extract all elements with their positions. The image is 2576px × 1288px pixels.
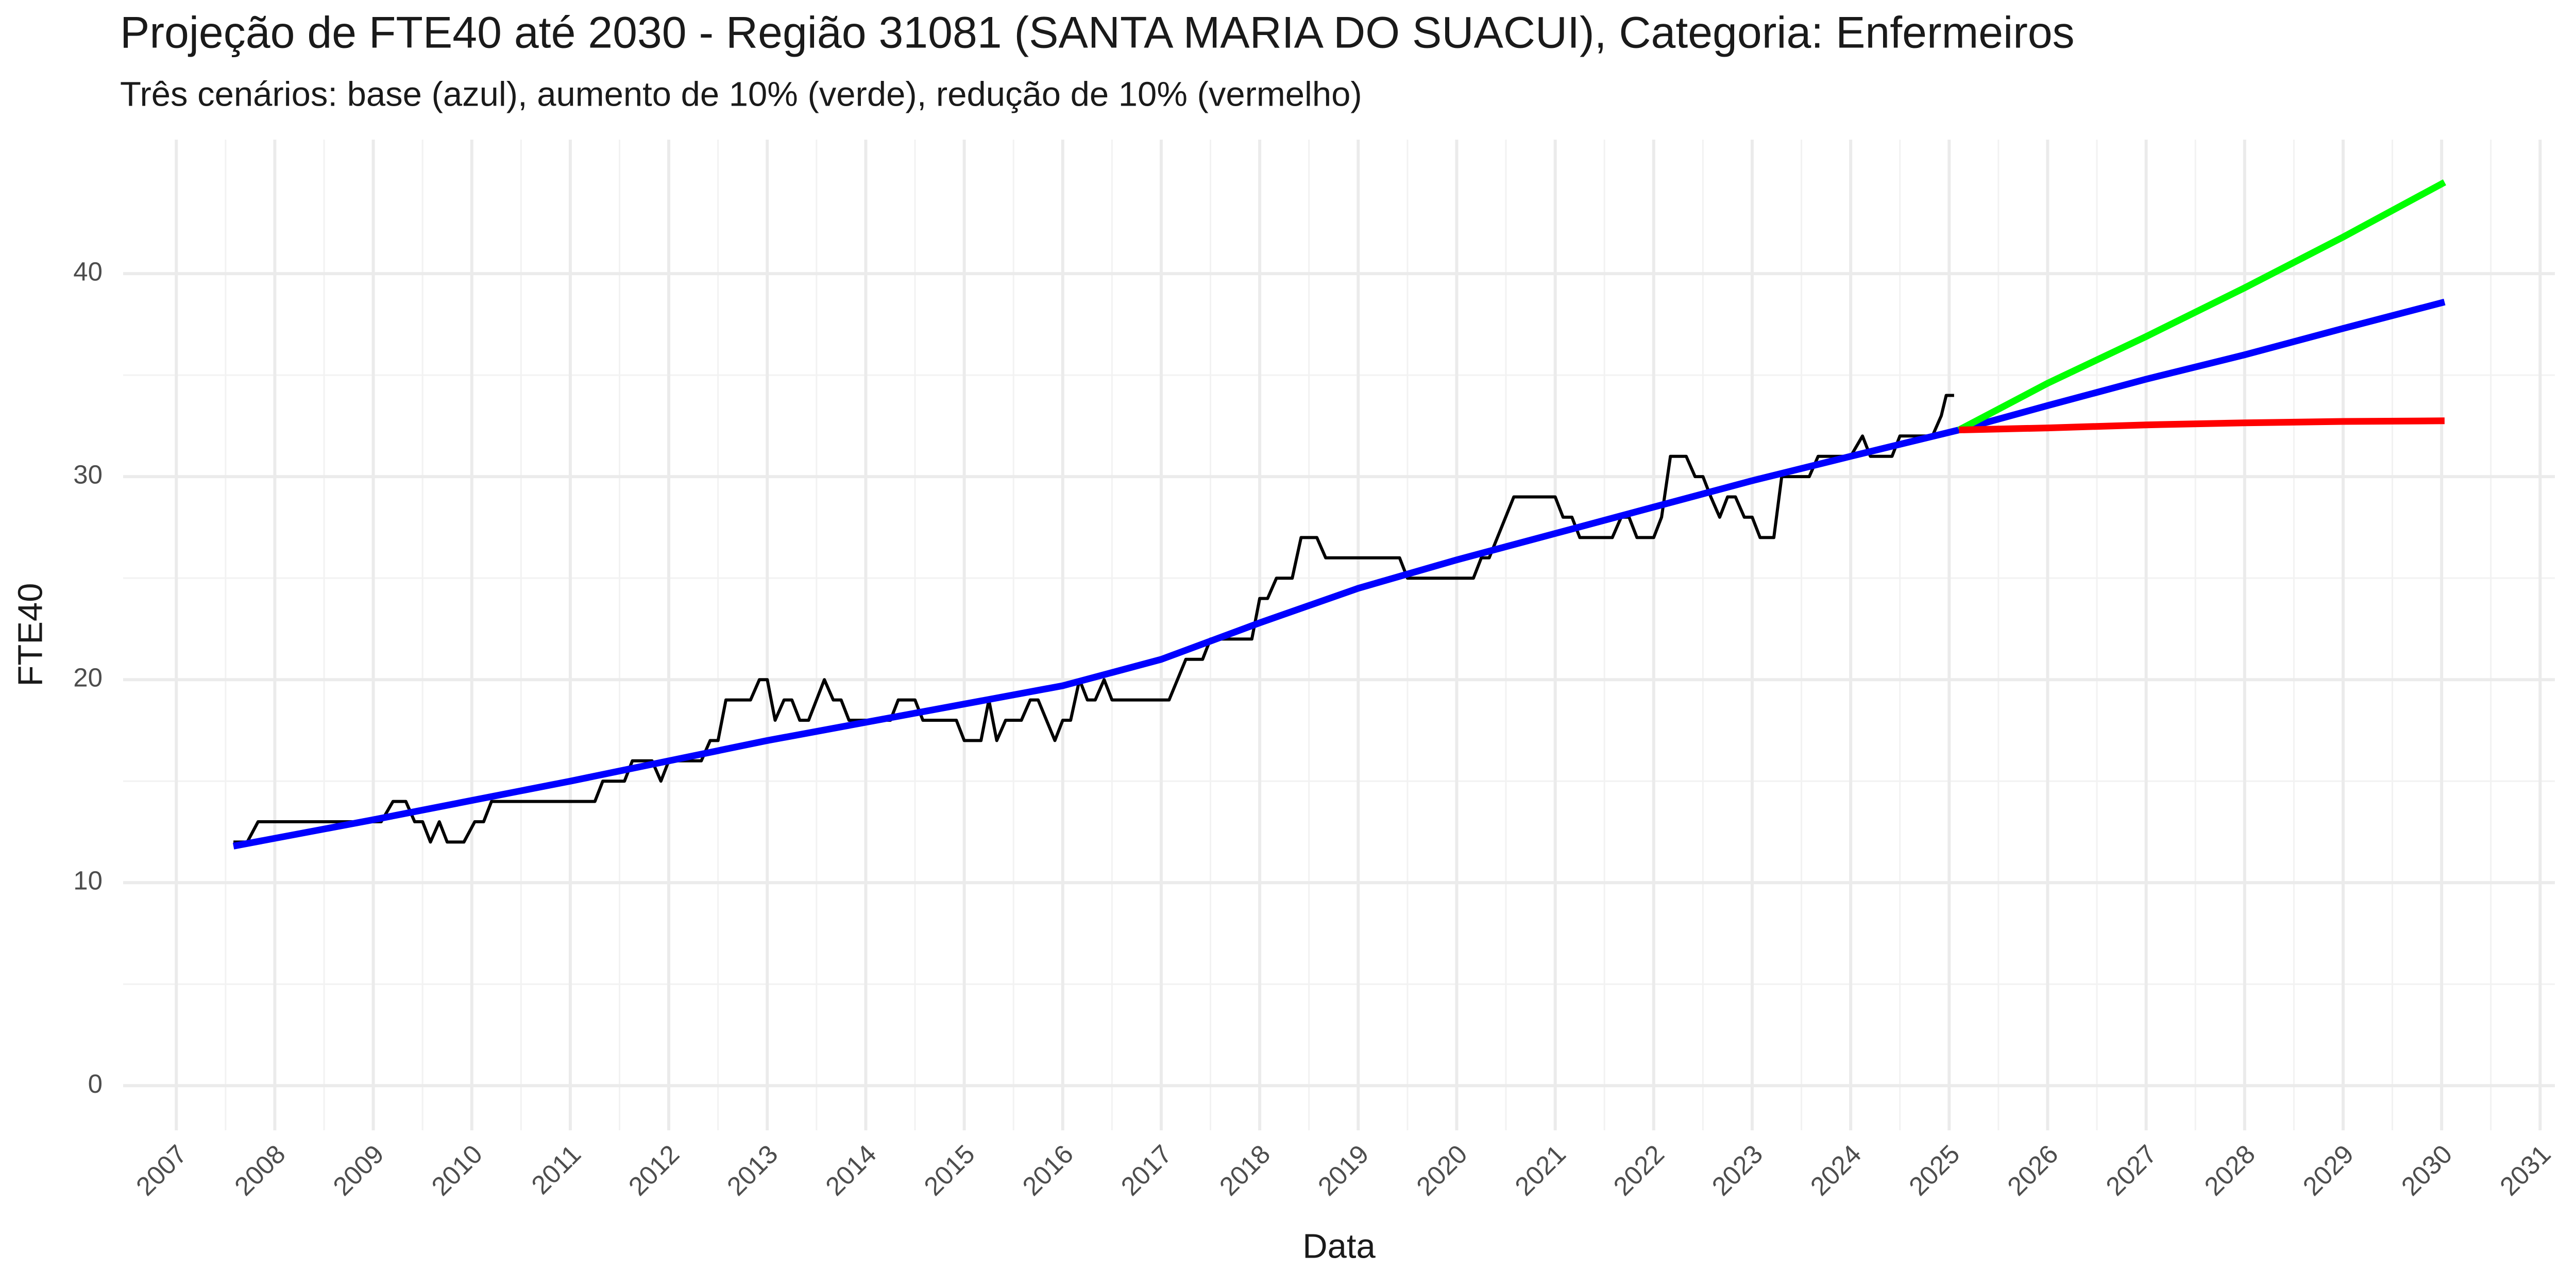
plot-area: [232, 179, 2446, 850]
y-tick-label: 10: [73, 866, 103, 895]
grid: [123, 140, 2555, 1130]
y-tick-label: 0: [88, 1069, 103, 1098]
series-line: [232, 298, 2446, 850]
chart-subtitle: Três cenários: base (azul), aumento de 1…: [120, 75, 1362, 114]
chart-title: Projeção de FTE40 até 2030 - Região 3108…: [120, 8, 2075, 58]
series-line: [1957, 179, 2446, 433]
y-tick-label: 40: [73, 257, 103, 286]
y-tick-label: 20: [73, 663, 103, 692]
y-tick-label: 30: [73, 460, 103, 489]
series-line: [1959, 417, 2445, 433]
x-axis-title: Data: [1302, 1227, 1376, 1266]
series-line: [233, 394, 1954, 844]
y-axis-title: FTE40: [11, 583, 50, 686]
